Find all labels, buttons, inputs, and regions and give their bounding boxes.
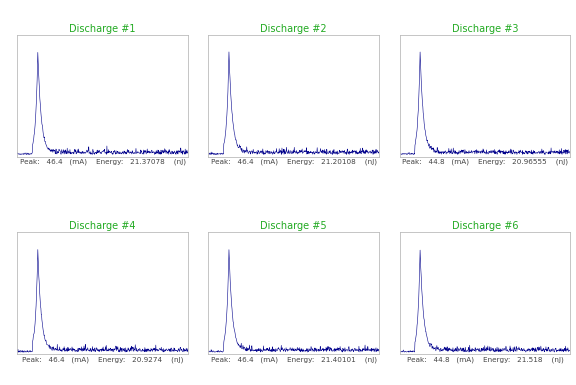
Title: Discharge #3: Discharge #3 (452, 24, 518, 34)
Title: Discharge #5: Discharge #5 (260, 221, 327, 231)
Text: Peak:   46.4   (mA)    Energy:   21.40101    (nJ): Peak: 46.4 (mA) Energy: 21.40101 (nJ) (211, 356, 377, 363)
Text: Peak:   46.4   (mA)    Energy:   21.37078    (nJ): Peak: 46.4 (mA) Energy: 21.37078 (nJ) (20, 159, 185, 165)
Text: Peak:   44.8   (mA)    Energy:   20.96555    (nJ): Peak: 44.8 (mA) Energy: 20.96555 (nJ) (402, 159, 568, 165)
Title: Discharge #4: Discharge #4 (69, 221, 136, 231)
Title: Discharge #2: Discharge #2 (260, 24, 327, 34)
Title: Discharge #1: Discharge #1 (69, 24, 136, 34)
Text: Peak:   46.4   (mA)    Energy:   20.9274    (nJ): Peak: 46.4 (mA) Energy: 20.9274 (nJ) (22, 356, 183, 363)
Text: Peak:   46.4   (mA)    Energy:   21.20108    (nJ): Peak: 46.4 (mA) Energy: 21.20108 (nJ) (211, 159, 377, 165)
Text: Peak:   44.8   (mA)    Energy:   21.518    (nJ): Peak: 44.8 (mA) Energy: 21.518 (nJ) (407, 356, 563, 363)
Title: Discharge #6: Discharge #6 (452, 221, 518, 231)
